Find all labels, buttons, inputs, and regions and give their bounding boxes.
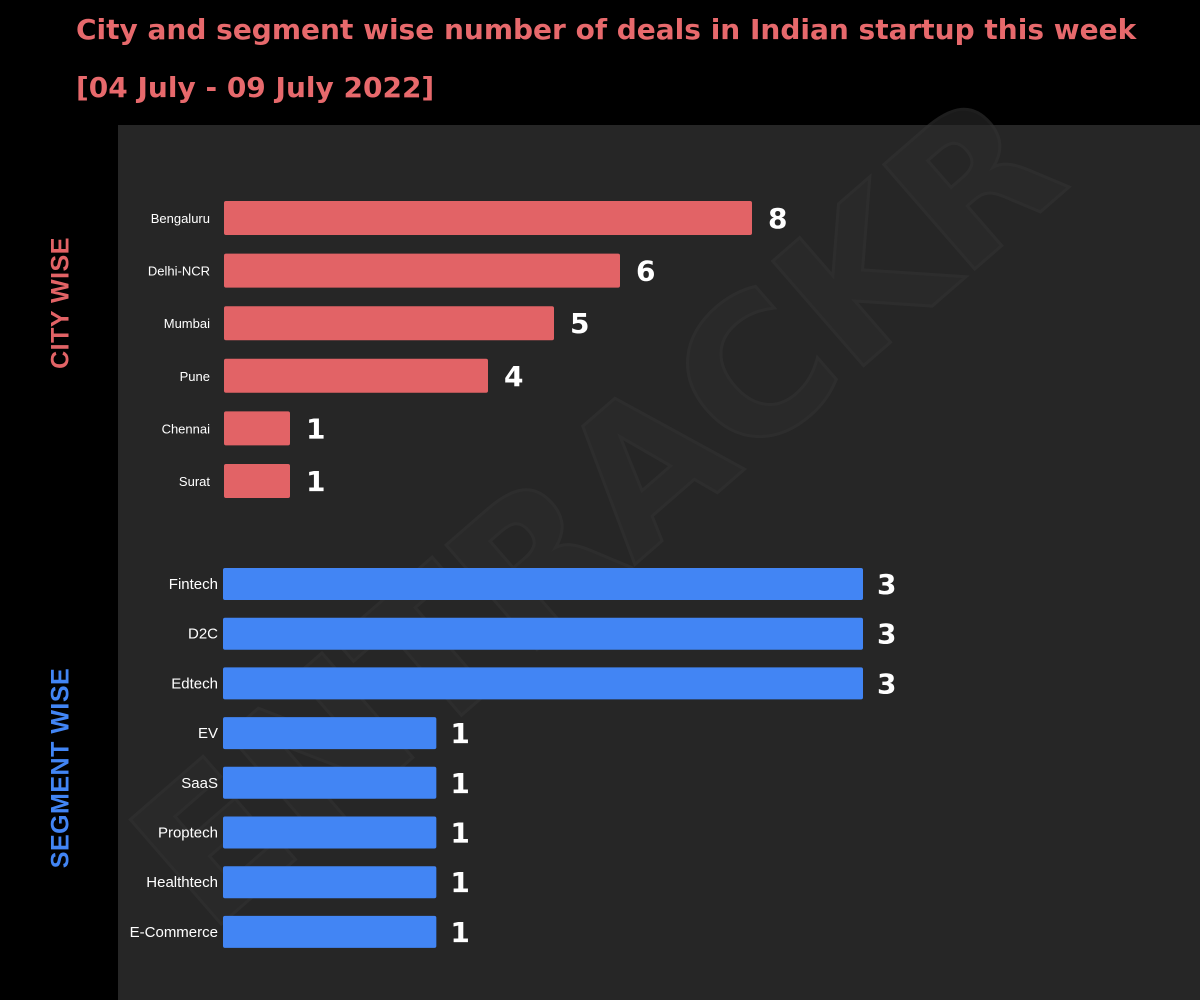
segment-value-label-healthtech: 1: [450, 866, 469, 899]
segment-value-label-proptech: 1: [450, 817, 469, 850]
segment-category-label-ev: EV: [198, 725, 218, 742]
segment-bar-e-commerce: [223, 915, 437, 948]
city-value-label-bengaluru: 8: [768, 202, 787, 235]
city-category-label-bengaluru: Bengaluru: [151, 211, 210, 226]
segment-value-label-e-commerce: 1: [450, 916, 469, 949]
city-value-label-pune: 4: [504, 360, 523, 393]
segment-category-label-healthtech: Healthtech: [146, 874, 218, 891]
city-category-label-delhi-ncr: Delhi-NCR: [148, 264, 210, 279]
city-value-label-chennai: 1: [306, 412, 325, 445]
city-bar-delhi-ncr: [224, 253, 620, 288]
segment-bar-group: Fintech 3 D2C 3 Edtech 3 EV 1 SaaS 1 Proptech 1 Heal…: [130, 568, 896, 949]
segment-bar-proptech: [223, 816, 437, 849]
segment-bar-d2c: [223, 617, 863, 650]
segment-category-label-saas: SaaS: [181, 775, 218, 792]
city-bar-mumbai: [224, 306, 554, 341]
city-bar-bengaluru: [224, 201, 752, 235]
segment-bar-fintech: [223, 568, 863, 600]
segment-category-label-edtech: Edtech: [171, 675, 218, 692]
segment-value-label-ev: 1: [450, 717, 469, 750]
segment-category-label-proptech: Proptech: [158, 825, 218, 842]
city-value-label-mumbai: 5: [570, 307, 589, 340]
segment-bar-saas: [223, 766, 437, 799]
segment-value-label-edtech: 3: [877, 667, 896, 700]
city-bar-pune: [224, 358, 488, 393]
city-category-label-chennai: Chennai: [162, 421, 211, 436]
chart-date-range: [04 July - 09 July 2022]: [76, 71, 435, 104]
segment-value-label-d2c: 3: [877, 618, 896, 651]
city-category-label-pune: Pune: [180, 369, 210, 384]
city-bar-group: Bengaluru 8 Delhi-NCR 6 Mumbai 5 Pune 4 Chennai 1…: [148, 201, 787, 498]
segment-category-label-d2c: D2C: [188, 626, 218, 643]
city-value-label-delhi-ncr: 6: [636, 255, 655, 288]
segment-value-label-fintech: 3: [877, 568, 896, 601]
city-value-label-surat: 1: [306, 465, 325, 498]
segment-category-label-fintech: Fintech: [169, 576, 218, 593]
segment-bar-edtech: [223, 667, 863, 700]
chart-title: City and segment wise number of deals in…: [76, 13, 1137, 46]
city-bar-chennai: [224, 411, 290, 446]
segment-bar-healthtech: [223, 866, 437, 899]
segment-category-label-e-commerce: E-Commerce: [130, 924, 218, 941]
segment-bar-ev: [223, 717, 437, 750]
city-category-label-surat: Surat: [179, 474, 210, 489]
segment-value-label-saas: 1: [450, 767, 469, 800]
city-bar-surat: [224, 464, 290, 498]
city-category-label-mumbai: Mumbai: [164, 316, 210, 331]
